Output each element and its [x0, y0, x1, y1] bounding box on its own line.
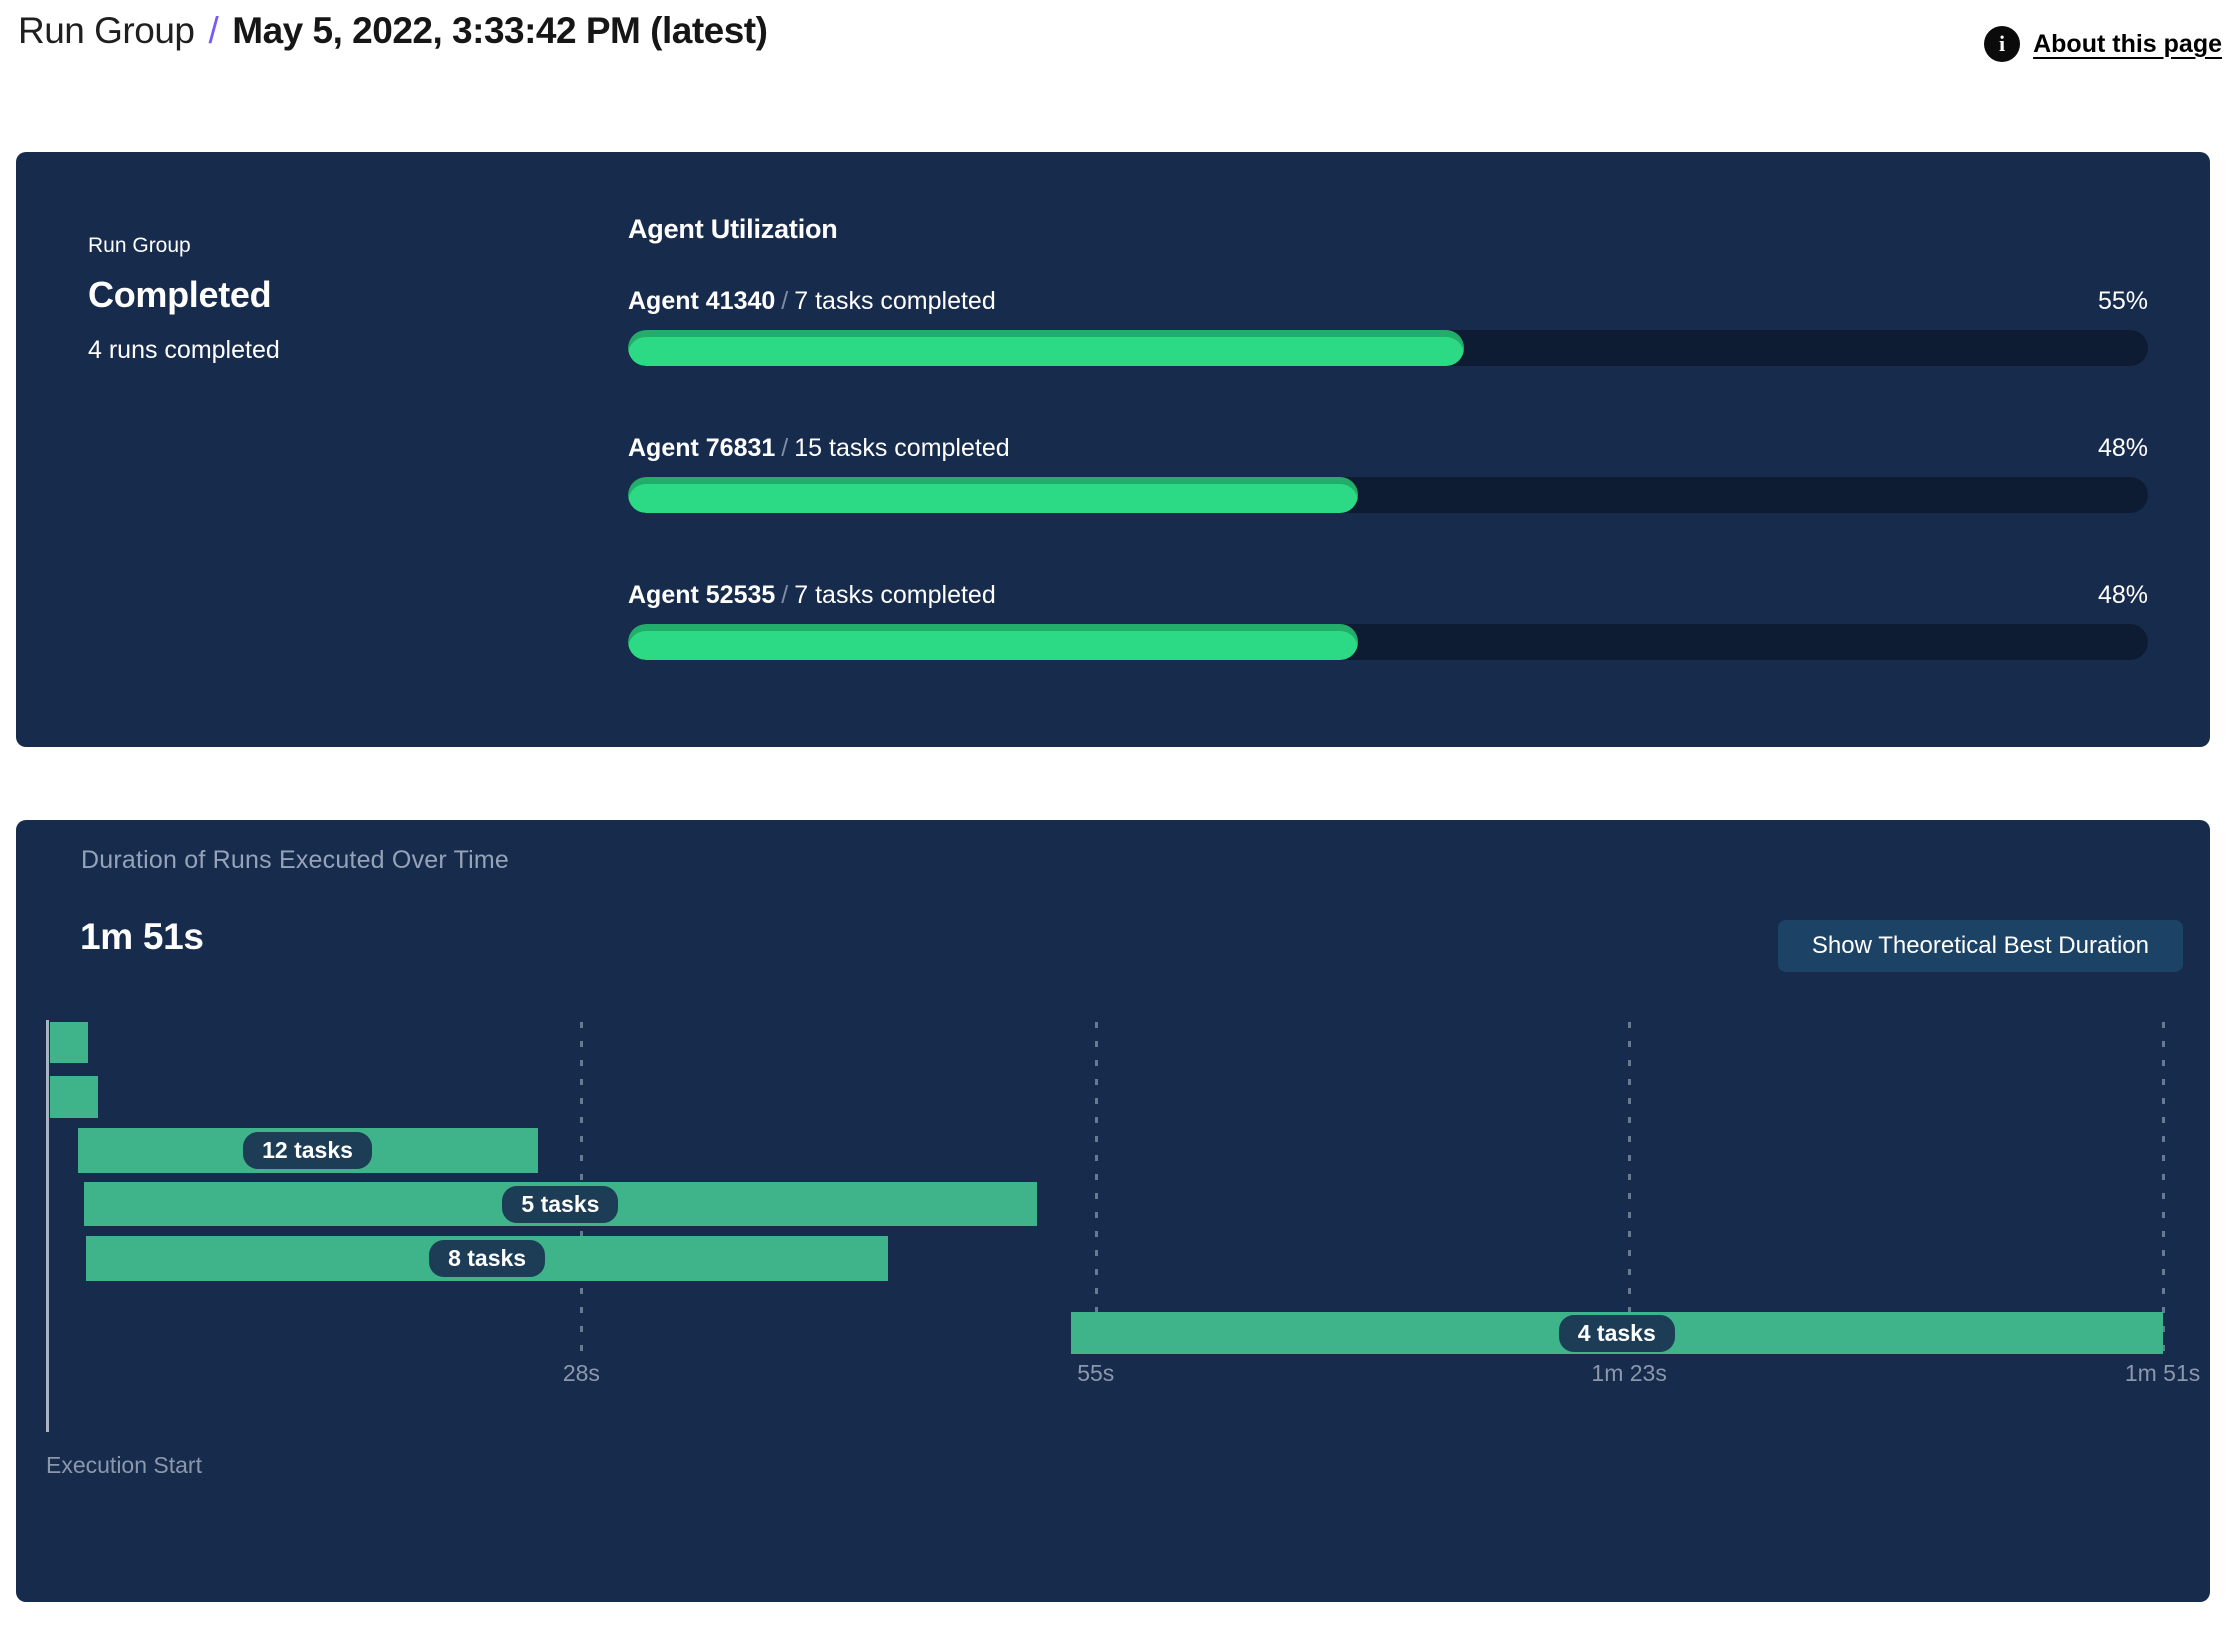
run-bar[interactable]	[49, 1076, 99, 1118]
task-count-badge: 12 tasks	[243, 1132, 372, 1169]
gridline-1m23s	[1628, 1022, 1632, 1360]
agent-name: Agent 76831	[628, 434, 776, 462]
run-bar[interactable]	[49, 1022, 88, 1063]
axis-tick-label: 1m 23s	[1591, 1360, 1667, 1386]
breadcrumb-run-group[interactable]: Run Group	[18, 10, 195, 51]
task-count-badge: 4 tasks	[1558, 1314, 1675, 1352]
duration-panel: Duration of Runs Executed Over Time 1m 5…	[16, 820, 2210, 1602]
run-status-block: Run Group Completed 4 runs completed	[88, 234, 280, 365]
show-theoretical-best-duration-button[interactable]: Show Theoretical Best Duration	[1777, 920, 2183, 972]
agent-utilization-track	[628, 330, 2148, 366]
agent-separator: /	[781, 287, 789, 315]
breadcrumb: Run Group / May 5, 2022, 3:33:42 PM (lat…	[18, 10, 768, 52]
agent-utilization-fill	[628, 477, 1358, 513]
agent-tasks-completed: 7 tasks completed	[794, 581, 996, 609]
page-title: May 5, 2022, 3:33:42 PM (latest)	[232, 10, 768, 51]
breadcrumb-separator: /	[208, 10, 219, 51]
agent-label: Agent 41340/7 tasks completed	[628, 287, 996, 316]
total-duration: 1m 51s	[80, 916, 204, 957]
about-this-page-label: About this page	[2033, 29, 2222, 58]
axis-tick-label: 1m 51s	[2124, 1360, 2201, 1386]
execution-start-label: Execution Start	[46, 1452, 202, 1478]
axis-tick-label: 28s	[562, 1360, 600, 1386]
duration-chart-title: Duration of Runs Executed Over Time	[81, 846, 510, 874]
agent-name: Agent 52535	[628, 581, 776, 609]
agent-row: Agent 41340/7 tasks completed 55%	[628, 287, 2148, 366]
gridline-55s	[1094, 1022, 1098, 1360]
top-bar: Run Group / May 5, 2022, 3:33:42 PM (lat…	[18, 10, 2222, 62]
agent-separator: /	[781, 434, 789, 462]
agent-utilization-percent: 48%	[2097, 434, 2148, 462]
agent-utilization-fill	[628, 330, 1464, 366]
agent-utilization-section: Agent Utilization Agent 41340/7 tasks co…	[628, 214, 2148, 660]
agent-utilization-fill	[628, 624, 1358, 660]
agent-row: Agent 52535/7 tasks completed 48%	[628, 581, 2148, 660]
agent-row: Agent 76831/15 tasks completed 48%	[628, 434, 2148, 513]
run-group-label: Run Group	[88, 234, 191, 257]
run-bar[interactable]: 12 tasks	[77, 1128, 538, 1173]
agent-label: Agent 76831/15 tasks completed	[628, 434, 1010, 463]
run-bar[interactable]: 4 tasks	[1070, 1312, 2163, 1354]
agent-name: Agent 41340	[628, 287, 776, 315]
runs-completed-count: 4 runs completed	[88, 336, 280, 364]
task-count-badge: 8 tasks	[429, 1240, 546, 1277]
axis-tick-label: 55s	[1077, 1360, 1115, 1386]
agent-label: Agent 52535/7 tasks completed	[628, 581, 996, 610]
agent-utilization-percent: 48%	[2097, 581, 2148, 609]
run-bar[interactable]: 8 tasks	[86, 1236, 889, 1281]
agent-tasks-completed: 15 tasks completed	[794, 434, 1010, 462]
agent-tasks-completed: 7 tasks completed	[794, 287, 996, 315]
info-icon: i	[1984, 26, 2021, 62]
agent-separator: /	[781, 581, 789, 609]
run-group-status: Completed	[88, 274, 272, 315]
about-this-page-link[interactable]: i About this page	[1984, 26, 2222, 62]
agent-utilization-track	[628, 624, 2148, 660]
gantt-chart: 12 tasks 5 tasks 8 tasks 4 tasks 28s 55s…	[16, 820, 2210, 1602]
task-count-badge: 5 tasks	[502, 1185, 619, 1223]
agent-utilization-track	[628, 477, 2148, 513]
agent-utilization-percent: 55%	[2097, 287, 2148, 315]
execution-start-axis-line	[46, 1020, 49, 1432]
run-group-summary-panel: Run Group Completed 4 runs completed Age…	[16, 152, 2210, 747]
run-bar[interactable]: 5 tasks	[84, 1182, 1037, 1226]
gridline-1m51s	[2161, 1022, 2165, 1360]
agent-utilization-title: Agent Utilization	[628, 214, 838, 244]
